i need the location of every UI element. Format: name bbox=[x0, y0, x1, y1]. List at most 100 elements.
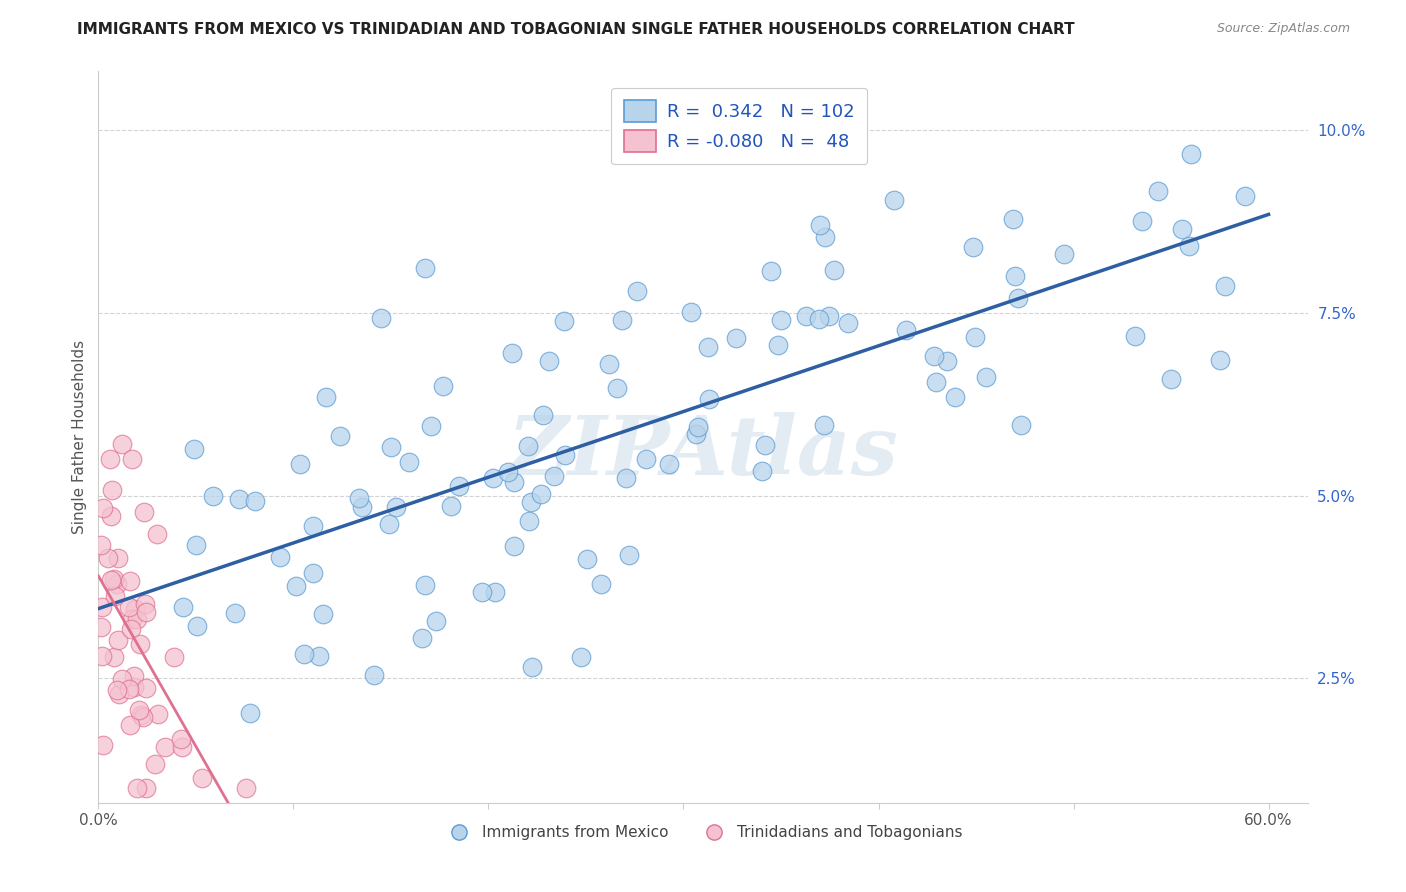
Point bbox=[686, 420, 709, 434]
Point bbox=[1053, 247, 1076, 261]
Point bbox=[183, 442, 205, 456]
Point bbox=[531, 409, 554, 423]
Point bbox=[754, 438, 776, 452]
Point bbox=[98, 452, 121, 467]
Point bbox=[413, 260, 436, 275]
Point bbox=[186, 619, 208, 633]
Point bbox=[120, 622, 142, 636]
Point bbox=[124, 601, 146, 615]
Point bbox=[1007, 291, 1029, 305]
Point bbox=[302, 518, 325, 533]
Point bbox=[90, 538, 112, 552]
Point bbox=[794, 309, 817, 323]
Point bbox=[184, 538, 207, 552]
Point bbox=[943, 390, 966, 404]
Point bbox=[135, 681, 157, 695]
Point bbox=[813, 417, 835, 432]
Point bbox=[1125, 328, 1147, 343]
Point bbox=[350, 500, 373, 514]
Point bbox=[658, 457, 681, 471]
Point bbox=[90, 620, 112, 634]
Point bbox=[118, 682, 141, 697]
Point bbox=[243, 493, 266, 508]
Point bbox=[808, 218, 831, 232]
Point bbox=[105, 577, 128, 591]
Point bbox=[823, 263, 845, 277]
Point bbox=[419, 419, 441, 434]
Point bbox=[308, 649, 330, 664]
Point bbox=[814, 229, 837, 244]
Point bbox=[163, 650, 186, 665]
Point bbox=[239, 706, 262, 721]
Point bbox=[143, 757, 166, 772]
Point bbox=[598, 357, 620, 371]
Point bbox=[118, 574, 141, 589]
Point bbox=[201, 489, 224, 503]
Point bbox=[516, 439, 538, 453]
Point bbox=[576, 551, 599, 566]
Point bbox=[148, 706, 170, 721]
Point bbox=[121, 612, 143, 626]
Point bbox=[370, 310, 392, 325]
Point bbox=[1130, 214, 1153, 228]
Y-axis label: Single Father Households: Single Father Households bbox=[72, 340, 87, 534]
Text: Source: ZipAtlas.com: Source: ZipAtlas.com bbox=[1216, 22, 1350, 36]
Point bbox=[121, 452, 143, 467]
Point bbox=[190, 772, 212, 786]
Point bbox=[626, 284, 648, 298]
Point bbox=[135, 605, 157, 619]
Point bbox=[111, 437, 134, 451]
Point bbox=[517, 514, 540, 528]
Point bbox=[751, 464, 773, 478]
Point bbox=[97, 551, 120, 566]
Point bbox=[520, 494, 543, 508]
Point bbox=[1213, 279, 1236, 293]
Point bbox=[380, 440, 402, 454]
Point bbox=[1233, 189, 1256, 203]
Point bbox=[697, 392, 720, 406]
Point bbox=[101, 483, 124, 497]
Point bbox=[132, 505, 155, 519]
Point bbox=[398, 455, 420, 469]
Point bbox=[312, 607, 335, 622]
Point bbox=[129, 637, 152, 651]
Point bbox=[125, 612, 148, 626]
Point bbox=[634, 452, 657, 467]
Point bbox=[107, 551, 129, 566]
Point bbox=[315, 390, 337, 404]
Point bbox=[107, 688, 129, 702]
Point bbox=[759, 264, 782, 278]
Point bbox=[503, 475, 526, 489]
Point bbox=[288, 457, 311, 471]
Point bbox=[768, 338, 790, 352]
Point bbox=[976, 369, 998, 384]
Point bbox=[522, 660, 544, 674]
Point bbox=[681, 305, 703, 319]
Point bbox=[817, 309, 839, 323]
Point bbox=[128, 702, 150, 716]
Point bbox=[118, 599, 141, 614]
Point bbox=[606, 381, 628, 395]
Point bbox=[378, 516, 401, 531]
Point bbox=[228, 491, 250, 506]
Point bbox=[411, 631, 433, 645]
Point bbox=[170, 739, 193, 754]
Point bbox=[302, 566, 325, 580]
Point bbox=[502, 539, 524, 553]
Point bbox=[153, 739, 176, 754]
Point bbox=[484, 585, 506, 599]
Point bbox=[91, 600, 114, 615]
Point bbox=[1160, 371, 1182, 385]
Point bbox=[808, 311, 831, 326]
Point bbox=[104, 589, 127, 603]
Point bbox=[1171, 222, 1194, 236]
Point bbox=[471, 584, 494, 599]
Point bbox=[90, 648, 112, 663]
Point bbox=[614, 471, 637, 485]
Point bbox=[538, 353, 561, 368]
Text: ZIPAtlas: ZIPAtlas bbox=[508, 412, 898, 491]
Point bbox=[91, 739, 114, 753]
Point bbox=[100, 573, 122, 587]
Point bbox=[591, 577, 613, 591]
Point bbox=[172, 599, 194, 614]
